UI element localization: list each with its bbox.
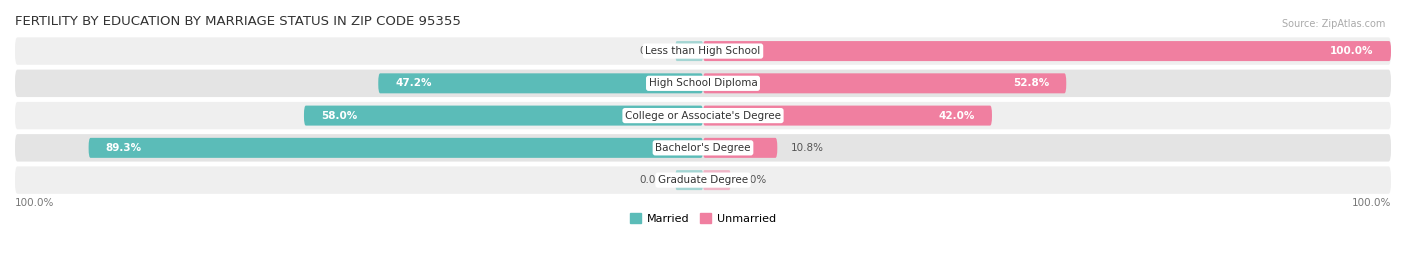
Text: FERTILITY BY EDUCATION BY MARRIAGE STATUS IN ZIP CODE 95355: FERTILITY BY EDUCATION BY MARRIAGE STATU… <box>15 15 461 28</box>
FancyBboxPatch shape <box>15 70 1391 97</box>
Text: 100.0%: 100.0% <box>1330 46 1374 56</box>
FancyBboxPatch shape <box>675 170 703 190</box>
Text: 47.2%: 47.2% <box>395 78 432 88</box>
Legend: Married, Unmarried: Married, Unmarried <box>626 209 780 228</box>
FancyBboxPatch shape <box>703 73 1066 93</box>
FancyBboxPatch shape <box>89 138 703 158</box>
Text: Graduate Degree: Graduate Degree <box>658 175 748 185</box>
Text: High School Diploma: High School Diploma <box>648 78 758 88</box>
Text: 89.3%: 89.3% <box>105 143 142 153</box>
FancyBboxPatch shape <box>378 73 703 93</box>
Text: 0.0%: 0.0% <box>741 175 768 185</box>
Text: 58.0%: 58.0% <box>321 111 357 121</box>
FancyBboxPatch shape <box>703 41 1391 61</box>
FancyBboxPatch shape <box>703 170 731 190</box>
FancyBboxPatch shape <box>15 134 1391 162</box>
FancyBboxPatch shape <box>703 106 993 126</box>
Text: Source: ZipAtlas.com: Source: ZipAtlas.com <box>1281 19 1385 29</box>
Text: College or Associate's Degree: College or Associate's Degree <box>626 111 780 121</box>
FancyBboxPatch shape <box>15 102 1391 129</box>
FancyBboxPatch shape <box>15 167 1391 194</box>
Text: 100.0%: 100.0% <box>1351 198 1391 208</box>
Text: 42.0%: 42.0% <box>938 111 974 121</box>
Text: Bachelor's Degree: Bachelor's Degree <box>655 143 751 153</box>
Text: 52.8%: 52.8% <box>1012 78 1049 88</box>
FancyBboxPatch shape <box>703 138 778 158</box>
Text: 100.0%: 100.0% <box>15 198 55 208</box>
Text: 10.8%: 10.8% <box>792 143 824 153</box>
FancyBboxPatch shape <box>304 106 703 126</box>
Text: 0.0%: 0.0% <box>638 46 665 56</box>
FancyBboxPatch shape <box>675 41 703 61</box>
Text: 0.0%: 0.0% <box>638 175 665 185</box>
Text: Less than High School: Less than High School <box>645 46 761 56</box>
FancyBboxPatch shape <box>15 37 1391 65</box>
